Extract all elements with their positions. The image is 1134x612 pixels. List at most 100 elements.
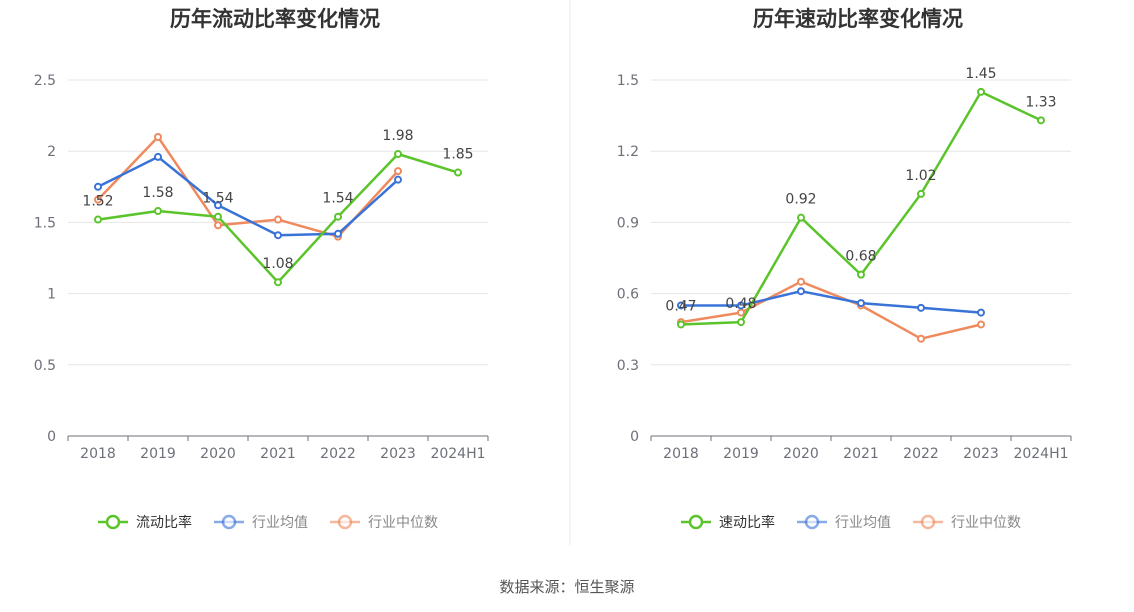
y-tick-label: 0.9 bbox=[617, 215, 639, 231]
y-tick-label: 2.5 bbox=[34, 73, 56, 89]
data-label: 1.33 bbox=[1025, 94, 1056, 110]
series-line bbox=[680, 90, 1042, 326]
y-tick-label: 0.6 bbox=[617, 287, 639, 303]
legend-item: 行业均值 bbox=[797, 514, 891, 531]
y-tick-label: 0 bbox=[630, 429, 639, 445]
data-point bbox=[394, 150, 402, 159]
y-tick-label: 0.5 bbox=[34, 358, 56, 374]
legend-marker bbox=[337, 514, 353, 530]
x-tick-label: 2024H1 bbox=[430, 446, 485, 462]
legend-label: 行业均值 bbox=[252, 515, 308, 531]
legend-marker bbox=[688, 514, 704, 530]
data-point bbox=[94, 182, 102, 191]
data-point bbox=[334, 229, 342, 238]
data-point bbox=[274, 215, 282, 224]
data-label: 1.85 bbox=[442, 147, 473, 163]
data-point bbox=[797, 277, 805, 286]
y-tick-label: 0 bbox=[47, 429, 56, 445]
data-point bbox=[857, 299, 865, 308]
x-tick-label: 2023 bbox=[380, 446, 416, 462]
series-line bbox=[97, 155, 399, 237]
data-label: 1.98 bbox=[382, 128, 413, 144]
x-tick-label: 2018 bbox=[663, 446, 699, 462]
data-point bbox=[977, 87, 985, 96]
y-tick-label: 0.3 bbox=[617, 358, 639, 374]
data-point bbox=[454, 168, 462, 177]
data-point bbox=[394, 167, 402, 176]
data-label: 1.45 bbox=[965, 66, 996, 82]
y-tick-label: 2 bbox=[47, 144, 56, 160]
x-tick-label: 2019 bbox=[140, 446, 176, 462]
data-label: 0.48 bbox=[725, 296, 756, 312]
x-tick-label: 2018 bbox=[80, 446, 116, 462]
data-label: 1.02 bbox=[905, 168, 936, 184]
legend-item: 行业中位数 bbox=[330, 514, 438, 531]
data-label: 0.47 bbox=[665, 298, 696, 314]
data-label: 1.54 bbox=[202, 191, 233, 207]
data-point bbox=[797, 213, 805, 222]
legend-marker bbox=[221, 514, 237, 530]
data-point bbox=[214, 212, 222, 221]
data-point bbox=[94, 195, 102, 204]
data-point bbox=[917, 303, 925, 312]
data-point bbox=[677, 301, 685, 310]
legend-marker bbox=[804, 514, 820, 530]
legend-label: 流动比率 bbox=[136, 514, 192, 531]
data-point bbox=[394, 175, 402, 184]
y-tick-label: 1.5 bbox=[34, 215, 56, 231]
quick-ratio-chart: 历年速动比率变化情况 0 0.3 0.6 0.9 1.2 1.5 2018 2019 2020 20… bbox=[617, 7, 1072, 531]
data-point bbox=[737, 301, 745, 310]
x-tick-label: 2021 bbox=[843, 446, 879, 462]
data-point bbox=[334, 212, 342, 221]
y-tick-label: 1.5 bbox=[617, 73, 639, 89]
x-tick-label: 2020 bbox=[783, 446, 819, 462]
legend-marker bbox=[105, 514, 121, 530]
legend-label: 行业中位数 bbox=[368, 515, 438, 531]
data-point bbox=[737, 308, 745, 317]
chart-title: 历年流动比率变化情况 bbox=[170, 7, 380, 31]
data-label: 0.92 bbox=[785, 192, 816, 208]
data-label: 1.08 bbox=[262, 256, 293, 272]
data-label: 1.52 bbox=[82, 194, 113, 210]
data-point bbox=[274, 231, 282, 240]
data-point bbox=[797, 287, 805, 296]
x-tick-label: 2022 bbox=[903, 446, 939, 462]
data-point bbox=[857, 270, 865, 279]
x-tick-label: 2022 bbox=[320, 446, 356, 462]
data-source: 数据来源：恒生聚源 bbox=[499, 578, 634, 596]
data-point bbox=[154, 152, 162, 161]
x-tick-label: 2020 bbox=[200, 446, 236, 462]
data-label: 0.68 bbox=[845, 249, 876, 265]
x-tick-label: 2024H1 bbox=[1013, 446, 1068, 462]
data-point bbox=[214, 201, 222, 210]
data-point bbox=[274, 278, 282, 287]
data-point bbox=[917, 189, 925, 198]
legend-item: 行业中位数 bbox=[913, 514, 1021, 531]
data-point bbox=[977, 320, 985, 329]
legend-item: 行业均值 bbox=[214, 514, 308, 531]
legend-marker bbox=[920, 514, 936, 530]
x-tick-label: 2019 bbox=[723, 446, 759, 462]
y-tick-label: 1 bbox=[47, 287, 56, 303]
legend-item: 速动比率 bbox=[681, 514, 775, 531]
data-label: 1.54 bbox=[322, 191, 353, 207]
data-point bbox=[977, 308, 985, 317]
data-label: 1.58 bbox=[142, 185, 173, 201]
legend-label: 速动比率 bbox=[719, 514, 775, 531]
y-tick-label: 1.2 bbox=[617, 144, 639, 160]
series-line bbox=[680, 280, 982, 340]
data-point bbox=[737, 318, 745, 327]
data-point bbox=[214, 221, 222, 230]
data-point bbox=[94, 215, 102, 224]
data-point bbox=[917, 334, 925, 343]
data-point bbox=[154, 207, 162, 216]
chart-title: 历年速动比率变化情况 bbox=[753, 7, 963, 31]
legend-label: 行业均值 bbox=[835, 515, 891, 531]
series-line bbox=[681, 289, 982, 314]
data-point bbox=[154, 132, 162, 141]
data-point bbox=[677, 320, 685, 329]
x-tick-label: 2021 bbox=[260, 446, 296, 462]
legend-label: 行业中位数 bbox=[951, 515, 1021, 531]
